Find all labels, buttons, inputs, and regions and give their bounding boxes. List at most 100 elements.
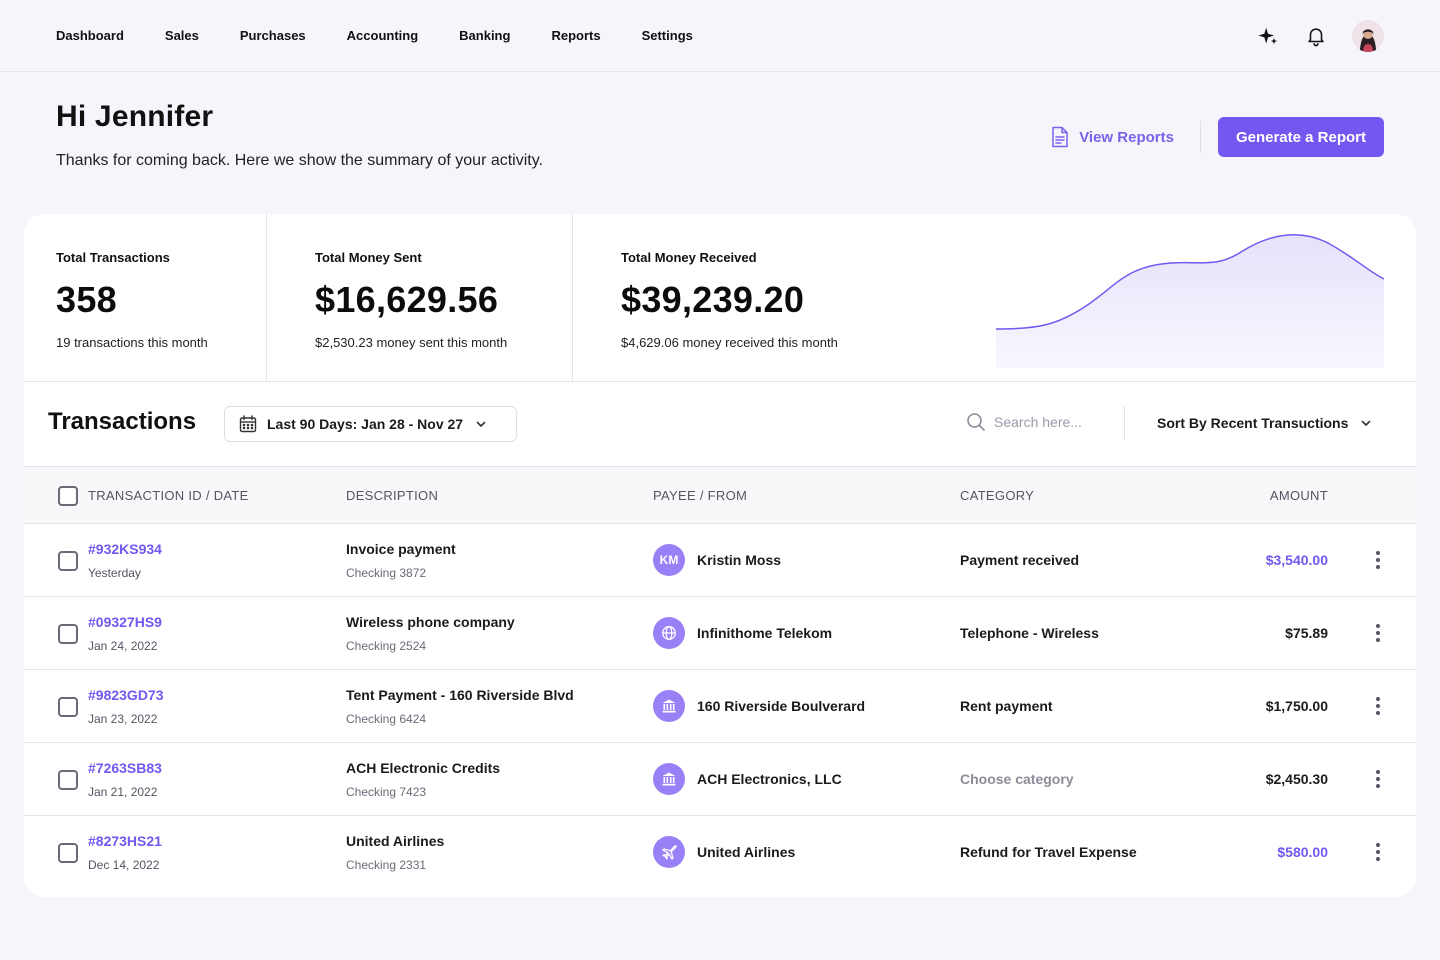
- search-input[interactable]: [994, 414, 1114, 430]
- transaction-id[interactable]: #09327HS9: [88, 614, 162, 630]
- sparkline-chart: [996, 234, 1384, 368]
- generate-report-button[interactable]: Generate a Report: [1217, 117, 1384, 157]
- stat-total-money-received: Total Money Received $39,239.20 $4,629.0…: [573, 214, 953, 382]
- user-avatar[interactable]: [1352, 20, 1384, 52]
- payee-name: Kristin Moss: [697, 552, 782, 568]
- transaction-account: Checking 7423: [346, 785, 427, 799]
- payee-name: ACH Electronics, LLC: [697, 771, 842, 787]
- hero-section: Hi Jennifer Thanks for coming back. Here…: [0, 72, 1440, 214]
- nav-item-dashboard[interactable]: Dashboard: [56, 28, 124, 43]
- transactions-toolbar: Transactions Last 90 Days: Jan 28 - Nov …: [24, 382, 1416, 467]
- payee-name: Infinithome Telekom: [697, 625, 833, 641]
- row-checkbox[interactable]: [58, 624, 78, 644]
- transaction-description: ACH Electronic Credits: [346, 760, 501, 776]
- chevron-down-icon: [476, 421, 486, 427]
- more-options-icon[interactable]: [1368, 769, 1388, 789]
- more-options-icon[interactable]: [1368, 550, 1388, 570]
- nav-item-reports[interactable]: Reports: [551, 28, 601, 43]
- more-options-icon[interactable]: [1368, 696, 1388, 716]
- table-row[interactable]: #8273HS21 Dec 14, 2022 United Airlines C…: [24, 816, 1416, 889]
- globe-icon: [653, 617, 685, 649]
- header-amount[interactable]: AMOUNT: [1269, 488, 1328, 503]
- table-body: #932KS934 Yesterday Invoice payment Chec…: [24, 524, 1416, 889]
- row-checkbox[interactable]: [58, 843, 78, 863]
- divider: [1199, 121, 1201, 153]
- transaction-date: Jan 21, 2022: [88, 785, 158, 799]
- transaction-account: Checking 3872: [346, 566, 427, 580]
- transaction-date: Yesterday: [88, 566, 141, 580]
- table-row[interactable]: #09327HS9 Jan 24, 2022 Wireless phone co…: [24, 597, 1416, 670]
- transaction-description: Tent Payment - 160 Riverside Blvd: [346, 687, 574, 703]
- transaction-description: Wireless phone company: [346, 614, 515, 630]
- table-row[interactable]: #9823GD73 Jan 23, 2022 Tent Payment - 16…: [24, 670, 1416, 743]
- transaction-account: Checking 2524: [346, 639, 427, 653]
- transaction-id[interactable]: #9823GD73: [88, 687, 164, 703]
- search-icon: [967, 413, 985, 431]
- view-reports-label: View Reports: [1079, 128, 1174, 146]
- more-options-icon[interactable]: [1368, 842, 1388, 862]
- table-row[interactable]: #932KS934 Yesterday Invoice payment Chec…: [24, 524, 1416, 597]
- document-icon: [1052, 126, 1068, 148]
- category[interactable]: Rent payment: [960, 698, 1053, 714]
- amount: $75.89: [1285, 625, 1328, 641]
- category[interactable]: Telephone - Wireless: [960, 625, 1099, 641]
- payee-name: 160 Riverside Boulverard: [697, 698, 866, 714]
- stats-row: Total Transactions 358 19 transactions t…: [24, 214, 1416, 382]
- transaction-account: Checking 6424: [346, 712, 427, 726]
- stat-sub: $2,530.23 money sent this month: [315, 335, 508, 350]
- header-payee[interactable]: PAYEE / FROM: [653, 488, 748, 503]
- view-reports-button[interactable]: View Reports: [1051, 126, 1174, 148]
- transaction-account: Checking 2331: [346, 858, 427, 872]
- bank-icon: [653, 763, 685, 795]
- airplane-icon: [653, 836, 685, 868]
- sort-dropdown[interactable]: Sort By Recent Transuctions: [1157, 415, 1372, 431]
- calendar-icon: [239, 415, 257, 433]
- nav-item-purchases[interactable]: Purchases: [239, 28, 306, 43]
- stat-label: Total Money Received: [621, 250, 757, 265]
- payee-name: United Airlines: [697, 844, 796, 860]
- row-checkbox[interactable]: [58, 551, 78, 571]
- category[interactable]: Payment received: [960, 552, 1080, 568]
- category[interactable]: Refund for Travel Expense: [960, 844, 1137, 860]
- amount: $1,750.00: [1265, 698, 1328, 714]
- nav-item-accounting[interactable]: Accounting: [346, 28, 419, 43]
- chevron-down-icon: [1362, 420, 1371, 426]
- stat-value: 358: [56, 279, 117, 320]
- stat-label: Total Money Sent: [315, 250, 422, 265]
- sparkle-icon[interactable]: [1256, 24, 1280, 48]
- stat-label: Total Transactions: [56, 250, 170, 265]
- bell-icon[interactable]: [1304, 24, 1328, 48]
- transaction-date: Jan 24, 2022: [88, 639, 158, 653]
- stat-sub: $4,629.06 money received this month: [621, 335, 838, 350]
- amount: $3,540.00: [1265, 552, 1328, 568]
- nav-actions: [1256, 20, 1384, 52]
- divider: [1124, 406, 1125, 440]
- transaction-id[interactable]: #932KS934: [88, 541, 162, 557]
- greeting-title: Hi Jennifer: [56, 100, 214, 133]
- nav-item-settings[interactable]: Settings: [641, 28, 693, 43]
- greeting-subtitle: Thanks for coming back. Here we show the…: [56, 152, 543, 169]
- row-checkbox[interactable]: [58, 697, 78, 717]
- sort-label: Sort By Recent Transuctions: [1157, 415, 1349, 431]
- amount: $580.00: [1277, 844, 1328, 860]
- transaction-id[interactable]: #8273HS21: [88, 833, 162, 849]
- hero-actions: View Reports Generate a Report: [1051, 117, 1384, 157]
- table-row[interactable]: #7263SB83 Jan 21, 2022 ACH Electronic Cr…: [24, 743, 1416, 816]
- summary-card: Total Transactions 358 19 transactions t…: [24, 214, 1416, 897]
- nav-item-sales[interactable]: Sales: [164, 28, 199, 43]
- header-category[interactable]: CATEGORY: [960, 488, 1035, 503]
- stat-total-transactions: Total Transactions 358 19 transactions t…: [24, 214, 267, 382]
- select-all-checkbox[interactable]: [58, 486, 78, 506]
- header-transaction-id[interactable]: TRANSACTION ID / DATE: [88, 488, 249, 503]
- nav-links: Dashboard Sales Purchases Accounting Ban…: [56, 28, 734, 43]
- row-checkbox[interactable]: [58, 770, 78, 790]
- top-nav: Dashboard Sales Purchases Accounting Ban…: [0, 0, 1440, 72]
- stat-total-money-sent: Total Money Sent $16,629.56 $2,530.23 mo…: [267, 214, 573, 382]
- transaction-id[interactable]: #7263SB83: [88, 760, 162, 776]
- bank-icon: [653, 690, 685, 722]
- more-options-icon[interactable]: [1368, 623, 1388, 643]
- nav-item-banking[interactable]: Banking: [459, 28, 511, 43]
- date-range-picker[interactable]: Last 90 Days: Jan 28 - Nov 27: [224, 406, 517, 442]
- header-description[interactable]: DESCRIPTION: [346, 488, 439, 503]
- choose-category-dropdown[interactable]: Choose category: [960, 771, 1074, 787]
